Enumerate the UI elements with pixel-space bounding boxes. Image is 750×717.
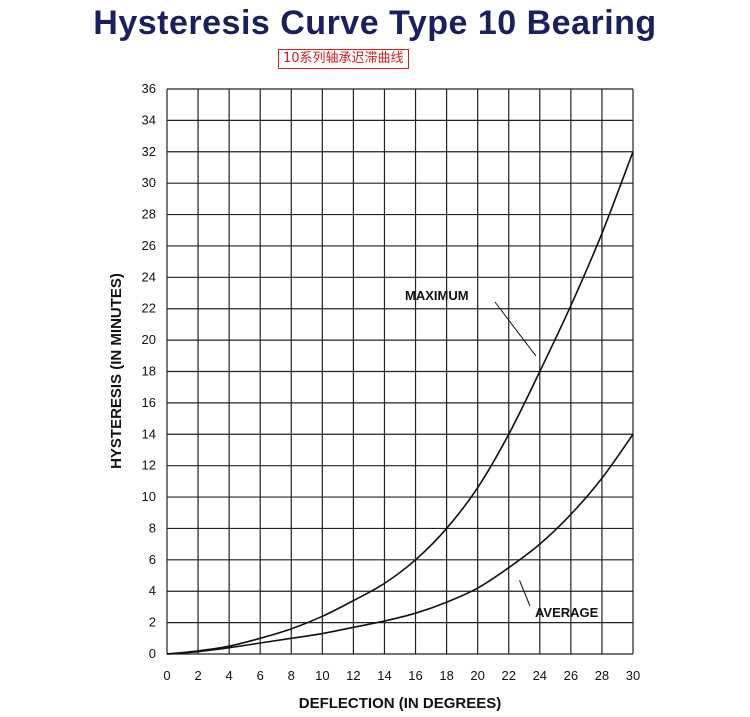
y-tick-label: 24 (142, 269, 156, 284)
x-tick-label: 18 (439, 668, 453, 683)
y-axis-label: HYSTERESIS (IN MINUTES) (108, 273, 125, 469)
x-tick-label: 22 (501, 668, 515, 683)
x-tick-label: 2 (194, 668, 201, 683)
y-tick-label: 18 (142, 364, 156, 379)
chart-title: Hysteresis Curve Type 10 Bearing (93, 4, 657, 42)
x-tick-label: 24 (533, 668, 547, 683)
chart-series (166, 151, 634, 655)
x-tick-label: 30 (626, 668, 640, 683)
y-tick-label: 0 (149, 646, 156, 661)
x-tick-label: 6 (257, 668, 264, 683)
x-tick-labels: 0 2 4 6 8 10 12 14 16 18 20 22 24 26 28 30 (163, 668, 640, 683)
y-tick-label: 30 (142, 175, 156, 190)
chart-annotations: MAXIMUM AVERAGE (405, 288, 599, 620)
x-tick-label: 20 (470, 668, 484, 683)
series-line-maximum (166, 151, 634, 655)
chart-grid (166, 88, 634, 655)
y-tick-label: 4 (149, 583, 156, 598)
x-tick-label: 0 (163, 668, 170, 683)
y-tick-label: 36 (142, 81, 156, 96)
y-tick-label: 32 (142, 144, 156, 159)
annotation-label-average: AVERAGE (535, 605, 599, 620)
y-tick-label: 6 (149, 552, 156, 567)
x-tick-label: 26 (564, 668, 578, 683)
x-axis-label: DEFLECTION (IN DEGREES) (299, 695, 502, 712)
x-tick-label: 10 (315, 668, 329, 683)
x-tick-label: 12 (346, 668, 360, 683)
y-tick-label: 16 (142, 395, 156, 410)
y-tick-label: 22 (142, 301, 156, 316)
x-tick-label: 16 (408, 668, 422, 683)
x-tick-label: 4 (226, 668, 233, 683)
y-tick-label: 2 (149, 615, 156, 630)
annotation-leader-maximum (494, 301, 537, 357)
x-tick-label: 14 (377, 668, 391, 683)
y-tick-label: 34 (142, 112, 156, 127)
chart-subtitle: 10系列轴承迟滞曲线 (278, 49, 409, 69)
annotation-label-maximum: MAXIMUM (405, 288, 469, 303)
y-tick-label: 10 (142, 489, 156, 504)
y-tick-label: 8 (149, 520, 156, 535)
y-tick-label: 14 (142, 426, 156, 441)
x-tick-label: 28 (595, 668, 609, 683)
x-tick-label: 8 (288, 668, 295, 683)
annotation-leader-average (519, 580, 531, 607)
y-tick-label: 12 (142, 458, 156, 473)
y-tick-label: 20 (142, 332, 156, 347)
y-tick-label: 26 (142, 238, 156, 253)
y-tick-label: 28 (142, 207, 156, 222)
series-line-average (166, 433, 634, 655)
